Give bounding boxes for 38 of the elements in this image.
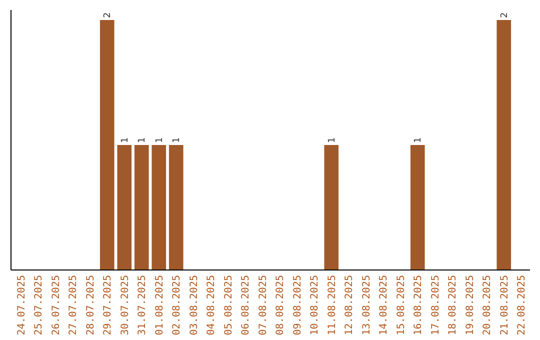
x-tick-label: 18.08.2025: [448, 275, 459, 336]
x-tick-label: 03.08.2025: [188, 275, 200, 336]
data-label: 1: [172, 137, 182, 143]
x-tick-label: 24.07.2025: [16, 275, 28, 336]
x-tick-label: 01.08.2025: [154, 275, 166, 336]
x-tick-label: 29.07.2025: [102, 275, 114, 336]
data-label: 2: [103, 12, 114, 18]
x-tick-label: 11.08.2025: [326, 275, 338, 336]
data-label: 1: [138, 137, 148, 143]
x-tick-label: 31.07.2025: [137, 275, 148, 336]
data-label: 1: [414, 137, 424, 143]
x-tick-label: 09.08.2025: [292, 275, 304, 336]
x-tick-label: 21.08.2025: [499, 275, 510, 336]
x-tick-label: 14.08.2025: [378, 275, 390, 336]
x-tick-label: 05.08.2025: [223, 275, 234, 336]
x-tick-label: 26.07.2025: [50, 275, 62, 336]
data-label: 2: [500, 12, 510, 18]
data-label: 1: [327, 137, 338, 143]
x-tick-label: 04.08.2025: [206, 275, 218, 336]
x-tick-label: 15.08.2025: [396, 275, 407, 336]
x-tick-label: 30.07.2025: [120, 275, 131, 336]
x-tick-label: 10.08.2025: [310, 275, 321, 336]
x-tick-label: 16.08.2025: [413, 275, 424, 336]
x-tick-label: 02.08.2025: [172, 275, 183, 336]
x-tick-label: 12.08.2025: [344, 275, 356, 336]
data-label: 1: [120, 137, 130, 143]
x-tick-label: 27.07.2025: [68, 275, 80, 336]
x-tick-label: 19.08.2025: [464, 275, 476, 336]
x-tick-label: 13.08.2025: [361, 275, 372, 336]
x-tick-label: 08.08.2025: [275, 275, 286, 336]
x-tick-label: 22.08.2025: [516, 275, 528, 336]
x-tick-label: 20.08.2025: [482, 275, 494, 336]
x-tick-label: 06.08.2025: [240, 275, 252, 336]
x-tick-label: 25.07.2025: [34, 275, 45, 336]
x-tick-label: 28.07.2025: [85, 275, 96, 336]
data-label: 1: [154, 137, 165, 143]
x-tick-label: 17.08.2025: [430, 275, 442, 336]
x-tick-label: 07.08.2025: [258, 275, 269, 336]
